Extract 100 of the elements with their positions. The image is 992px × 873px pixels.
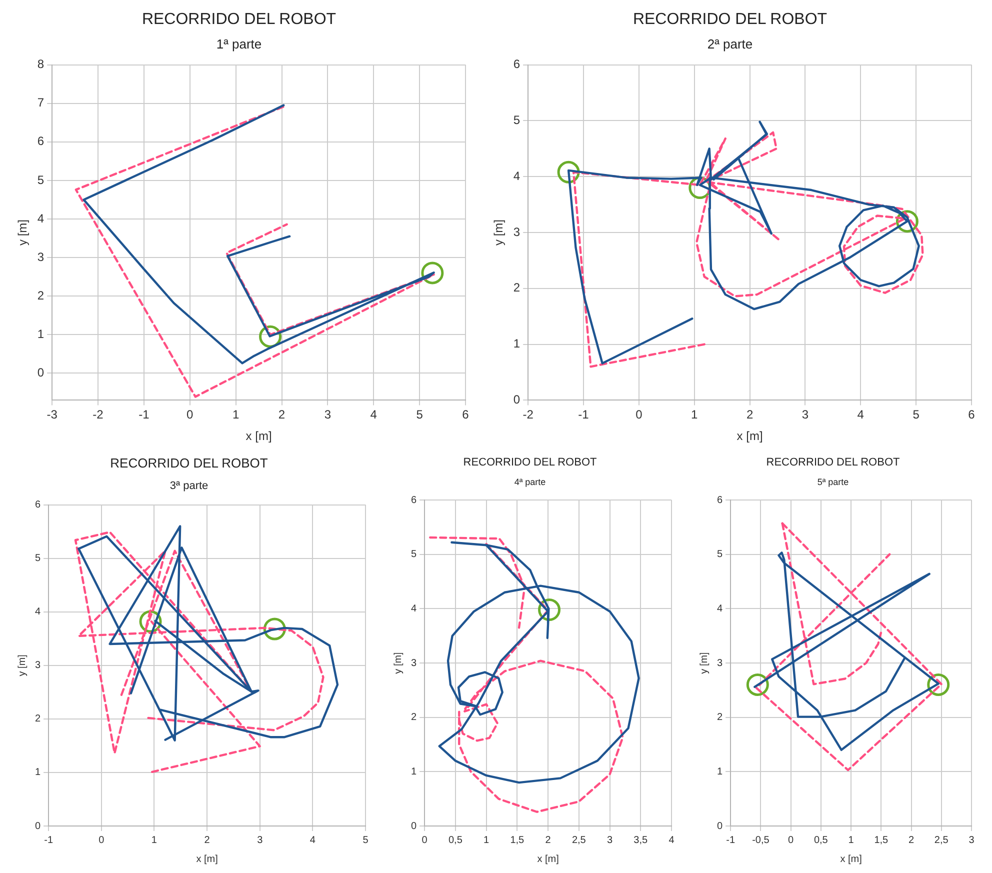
y-tick-label: 4: [513, 168, 520, 183]
y-tick-label: 1: [717, 766, 723, 778]
y-tick-label: 3: [411, 658, 417, 669]
x-tick-label: 5: [362, 834, 369, 846]
x-tick-label: 3: [257, 834, 264, 846]
y-tick-label: 6: [35, 500, 41, 511]
y-axis-title: y [m]: [392, 652, 404, 674]
y-tick-label: 6: [37, 134, 44, 148]
x-tick-label: 6: [968, 408, 976, 422]
x-axis-title: x [m]: [196, 854, 218, 865]
y-tick-label: 2: [411, 712, 417, 724]
x-axis-title: x [m]: [736, 429, 763, 444]
x-tick-label: 1,5: [874, 834, 889, 846]
x-tick-label: 0: [98, 834, 105, 846]
y-tick-label: 7: [37, 96, 44, 110]
x-tick-label: 2,5: [572, 834, 586, 846]
x-tick-label: 1: [848, 834, 854, 846]
y-tick-label: 1: [513, 336, 520, 351]
chart-title: RECORRIDO DEL ROBOT: [110, 455, 268, 470]
x-tick-label: 3: [968, 834, 975, 846]
y-tick-label: 0: [37, 366, 44, 380]
x-tick-label: -1: [138, 408, 150, 422]
y-tick-label: 6: [717, 494, 723, 506]
y-tick-label: 3: [35, 660, 41, 672]
y-tick-label: 4: [411, 603, 417, 614]
x-tick-label: 2: [278, 408, 286, 422]
y-tick-label: 0: [411, 820, 417, 832]
x-tick-label: 0,5: [448, 834, 463, 846]
y-axis-title: y [m]: [16, 654, 28, 676]
x-tick-label: 3,5: [634, 834, 648, 846]
x-tick-label: 5: [912, 408, 920, 422]
x-tick-label: -1: [44, 834, 54, 846]
x-tick-label: -2: [522, 408, 534, 422]
y-tick-label: 5: [411, 549, 417, 560]
x-tick-label: 6: [462, 408, 470, 422]
x-tick-label: -1: [726, 834, 736, 846]
y-axis-title: y [m]: [16, 220, 30, 246]
y-tick-label: 0: [35, 820, 41, 832]
chart-subtitle: 4ª parte: [514, 477, 546, 488]
y-axis-title: y [m]: [492, 220, 506, 246]
y-tick-label: 2: [35, 714, 41, 725]
y-tick-label: 3: [717, 658, 723, 669]
chart-title: RECORRIDO DEL ROBOT: [142, 11, 336, 28]
x-tick-label: 0: [788, 834, 794, 846]
y-tick-label: 2: [717, 712, 723, 724]
y-tick-label: 5: [717, 549, 723, 560]
y-tick-label: 5: [35, 553, 41, 564]
x-tick-label: 4: [310, 834, 316, 846]
x-axis-title: x [m]: [246, 429, 272, 444]
y-tick-label: 0: [513, 392, 520, 407]
chart-title: RECORRIDO DEL ROBOT: [766, 456, 900, 469]
x-tick-label: -2: [92, 408, 104, 422]
y-tick-label: 6: [513, 57, 520, 72]
y-axis-title: y [m]: [698, 652, 710, 674]
y-tick-label: 5: [513, 113, 520, 128]
x-tick-label: 2: [545, 834, 552, 846]
x-tick-label: -1: [578, 408, 590, 422]
x-tick-label: 1,5: [510, 834, 525, 846]
y-tick-label: 3: [37, 250, 44, 264]
x-tick-label: 4: [668, 834, 675, 846]
x-tick-label: 4: [857, 408, 864, 422]
x-axis-title: x [m]: [840, 854, 862, 865]
x-tick-label: 2: [908, 834, 914, 846]
x-tick-label: 1: [484, 834, 490, 846]
x-tick-label: -0,5: [752, 834, 770, 846]
y-tick-label: 4: [37, 211, 44, 226]
y-tick-label: 8: [37, 57, 44, 72]
x-tick-label: 1: [691, 408, 698, 422]
chart-subtitle: 3ª parte: [170, 480, 208, 492]
y-tick-label: 1: [35, 767, 41, 778]
y-tick-label: 2: [513, 280, 520, 295]
x-tick-label: 3: [324, 408, 332, 422]
chart-subtitle: 2ª parte: [707, 36, 753, 52]
chart-subtitle: 5ª parte: [817, 477, 849, 488]
x-tick-label: 1: [232, 408, 240, 422]
y-tick-label: 1: [411, 766, 417, 778]
chart-title: RECORRIDO DEL ROBOT: [632, 11, 828, 28]
y-tick-label: 1: [37, 326, 44, 341]
x-tick-label: 2,5: [934, 834, 949, 846]
x-axis-title: x [m]: [537, 854, 560, 865]
x-tick-label: 0: [636, 408, 643, 422]
x-tick-label: -3: [46, 408, 58, 422]
chart-title: RECORRIDO DEL ROBOT: [463, 456, 597, 469]
y-tick-label: 2: [37, 288, 44, 302]
y-tick-label: 4: [717, 603, 723, 614]
x-tick-label: 2: [204, 834, 210, 846]
x-tick-label: 4: [370, 408, 378, 422]
x-tick-label: 2: [746, 408, 754, 422]
x-tick-label: 3: [606, 834, 613, 846]
y-tick-label: 6: [411, 494, 417, 506]
y-tick-label: 3: [513, 224, 520, 239]
chart-subtitle: 1ª parte: [216, 36, 262, 52]
y-tick-label: 5: [37, 172, 44, 187]
x-tick-label: 0,5: [814, 834, 828, 846]
x-tick-label: 0: [422, 834, 428, 846]
x-tick-label: 3: [802, 408, 809, 422]
x-tick-label: 0: [186, 408, 194, 422]
y-tick-label: 0: [717, 820, 723, 832]
x-tick-label: 1: [151, 834, 158, 846]
y-tick-label: 4: [35, 606, 41, 618]
